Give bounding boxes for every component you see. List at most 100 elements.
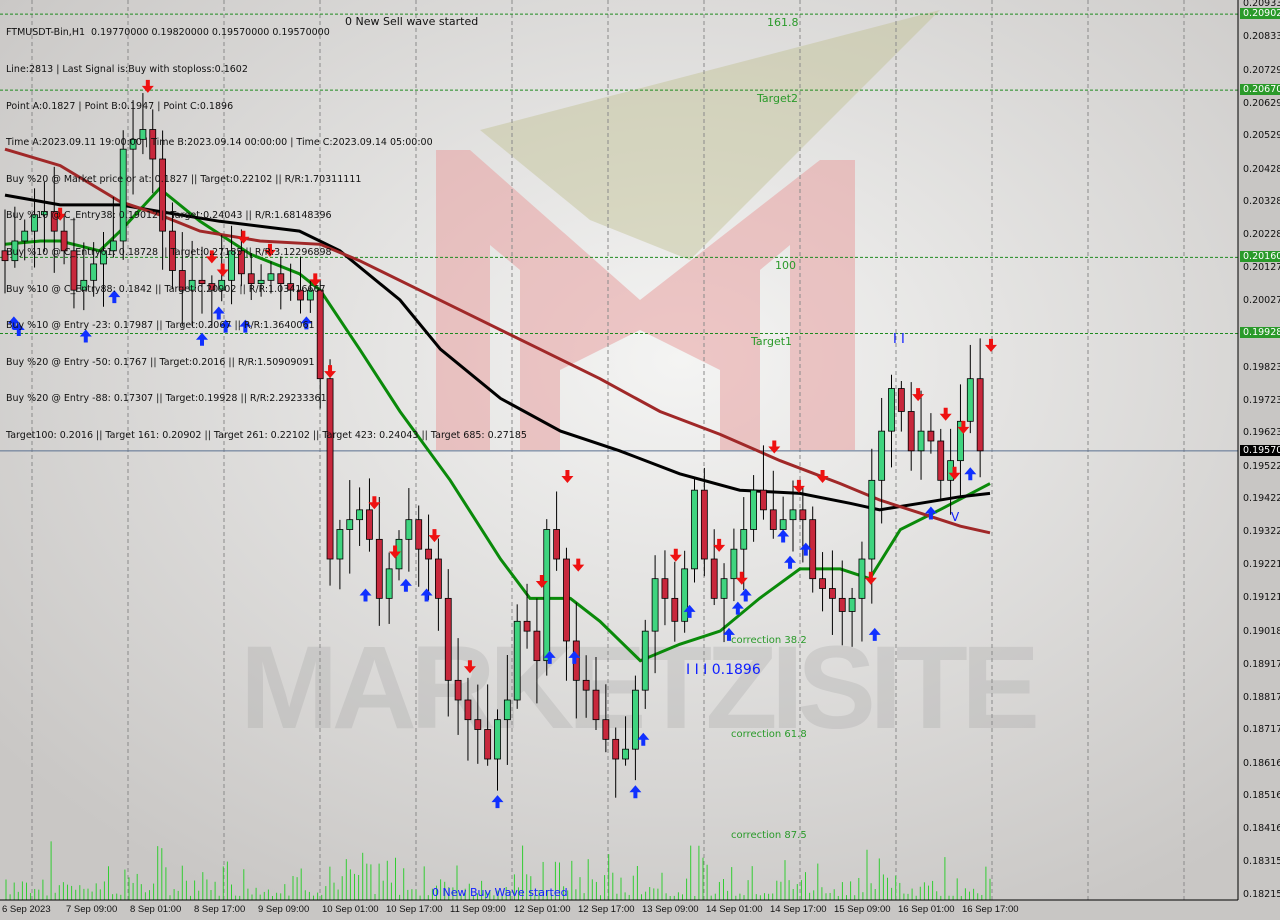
info-line: Buy %10 @ Entry -23: 0.17987 || Target:0… <box>6 320 315 332</box>
sell-arrow-icon <box>561 470 574 484</box>
price-tick-label: 0.19723 <box>1243 394 1280 406</box>
candle-body <box>257 279 265 285</box>
buy-arrow-icon <box>629 785 642 799</box>
candle-body <box>710 558 718 599</box>
candle-body <box>70 250 78 291</box>
buy-arrow-icon <box>568 650 581 664</box>
correction-382-label: correction 38.2 <box>731 635 807 646</box>
price-tick-label: 0.18215 <box>1243 889 1280 901</box>
buy-arrow-icon <box>637 732 650 746</box>
time-tick-label: 16 Sep 17:00 <box>962 904 1019 915</box>
buy-arrow-icon <box>239 319 252 333</box>
candle-body <box>740 529 748 550</box>
buy-arrow-icon <box>868 627 881 641</box>
price-tick-label: 0.18817 <box>1243 691 1280 703</box>
sell-arrow-icon <box>309 273 322 287</box>
candle-body <box>799 509 807 521</box>
candle-body <box>779 519 787 530</box>
candle-body <box>228 250 235 281</box>
time-tick-label: 7 Sep 09:00 <box>66 904 118 915</box>
candle-body <box>681 568 689 622</box>
candle-body <box>425 548 432 560</box>
time-tick-label: 13 Sep 09:00 <box>642 904 699 915</box>
candle-body <box>868 479 876 560</box>
buy-arrow-icon <box>784 555 797 569</box>
candle-body <box>582 679 590 691</box>
sell-arrow-icon <box>141 79 154 93</box>
candle-body <box>109 240 117 252</box>
sell-arrow-icon <box>428 529 441 543</box>
candle-body <box>277 273 285 285</box>
target2-label: Target2 <box>757 92 799 105</box>
sell-arrow-icon <box>263 243 276 257</box>
candle-body <box>888 388 895 432</box>
candle-body <box>169 230 176 271</box>
info-line: Buy %20 @ Entry -50: 0.1767 || Target:0.… <box>6 356 315 368</box>
candle-body <box>375 538 383 599</box>
candle-body <box>188 279 196 291</box>
candle-body <box>119 148 127 242</box>
correction-618-label: correction 61.8 <box>731 729 807 740</box>
candle-body <box>11 240 19 262</box>
candle-body <box>237 250 245 275</box>
candle-body <box>50 211 58 232</box>
candle-body <box>405 519 413 540</box>
candle-body <box>297 289 304 301</box>
candle-body <box>829 588 836 599</box>
price-tick-label: 0.20833 <box>1243 30 1280 42</box>
candle-body <box>622 748 629 760</box>
candle-body <box>90 263 98 281</box>
candle-body <box>966 378 974 422</box>
candle-body <box>720 578 728 599</box>
price-tick-label: 0.18416 <box>1243 823 1280 835</box>
candle-body <box>415 519 423 550</box>
price-tick-label: 0.18616 <box>1243 757 1280 769</box>
buy-arrow-icon <box>300 316 313 330</box>
candle-body <box>760 489 767 511</box>
sell-arrow-icon <box>713 538 726 552</box>
candle-body <box>139 129 147 140</box>
candle-body <box>208 283 216 291</box>
sell-arrow-icon <box>54 207 67 221</box>
candle-body <box>750 489 757 530</box>
candle-body <box>346 519 354 530</box>
candle-body <box>21 230 29 242</box>
candle-body <box>247 273 255 285</box>
candle-body <box>533 630 541 662</box>
sell-arrow-icon <box>768 440 781 454</box>
price-tick-label: 0.19221 <box>1243 559 1280 571</box>
sell-wave-label: 0 New Sell wave started <box>345 15 479 28</box>
price-tick-label: 0.20027 <box>1243 294 1280 306</box>
buy-arrow-icon <box>491 795 504 809</box>
sell-arrow-icon <box>792 479 805 493</box>
time-tick-label: 14 Sep 17:00 <box>770 904 827 915</box>
time-tick-label: 16 Sep 01:00 <box>898 904 955 915</box>
buy-arrow-icon <box>543 650 556 664</box>
candle-body <box>474 719 482 730</box>
sell-arrow-icon <box>912 388 925 402</box>
candle-body <box>848 597 856 612</box>
candle-body <box>563 558 570 642</box>
buy-arrow-icon <box>739 588 752 602</box>
level-price-tag: 0.20902 <box>1240 7 1280 19</box>
time-tick-label: 8 Sep 17:00 <box>194 904 246 915</box>
candle-body <box>691 489 698 570</box>
candle-body <box>976 378 984 452</box>
candle-body <box>523 620 531 632</box>
candle-body <box>356 509 364 521</box>
sell-arrow-icon <box>368 496 381 510</box>
sell-arrow-icon <box>572 558 585 572</box>
candle-body <box>100 250 107 265</box>
sell-arrow-icon <box>669 548 682 562</box>
candle-body <box>60 230 68 252</box>
candle-body <box>897 388 905 412</box>
candle-body <box>1 250 9 262</box>
time-tick-label: 8 Sep 01:00 <box>130 904 182 915</box>
candle-body <box>838 597 846 612</box>
sell-arrow-icon <box>205 250 218 264</box>
buy-arrow-icon <box>399 578 412 592</box>
ma_fast-line <box>4 186 991 663</box>
time-tick-label: 10 Sep 01:00 <box>322 904 379 915</box>
price-tick-label: 0.19422 <box>1243 493 1280 505</box>
